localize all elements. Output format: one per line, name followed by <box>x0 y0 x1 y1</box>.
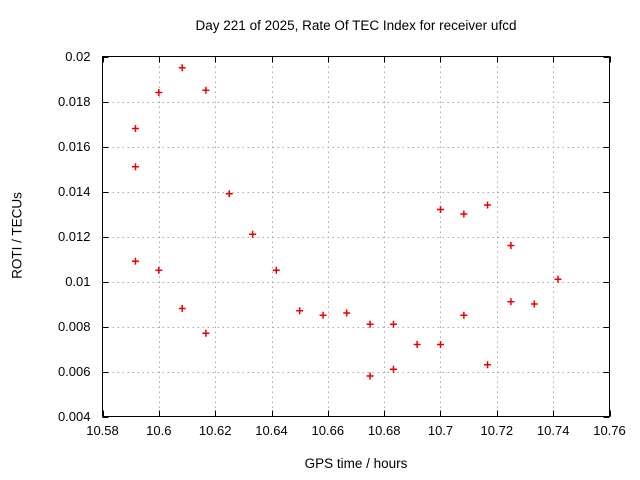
y-tick-label: 0.018 <box>58 94 91 109</box>
data-point-marker <box>155 89 163 96</box>
data-point-marker <box>507 242 515 249</box>
y-tick-labels: 0.004 0.006 0.008 0.01 0.012 0.014 0.016 0.018 0… <box>58 49 91 424</box>
data-point-marker <box>249 230 257 238</box>
data-point-marker <box>366 372 374 380</box>
data-point-marker <box>272 266 280 274</box>
data-point-marker <box>460 311 468 319</box>
data-point-marker <box>389 365 397 373</box>
data-point-marker <box>202 86 210 94</box>
data-point-marker <box>437 206 444 213</box>
x-tick-label: 10.58 <box>86 423 119 438</box>
data-point-marker <box>296 307 304 315</box>
data-point-marker <box>389 320 397 328</box>
y-tick-label: 0.016 <box>58 139 91 154</box>
data-point-marker <box>131 257 139 265</box>
x-axis-label: GPS time / hours <box>304 456 408 471</box>
data-point-marker <box>319 311 327 319</box>
y-tick-label: 0.006 <box>58 364 91 379</box>
x-tick-label: 10.64 <box>255 423 288 438</box>
data-point-marker <box>343 309 351 317</box>
data-points <box>131 64 562 380</box>
data-point-marker <box>460 210 468 218</box>
data-point-marker <box>484 361 492 369</box>
y-tick-label: 0.008 <box>58 319 91 334</box>
x-tick-labels: 10.58 10.6 10.62 10.64 10.66 10.68 10.7 10.72 10… <box>86 423 626 438</box>
data-point-marker <box>178 305 186 312</box>
data-point-marker <box>225 190 233 198</box>
y-tick-label: 0.014 <box>58 184 91 199</box>
x-tick-label: 10.74 <box>537 423 570 438</box>
x-tick-label: 10.66 <box>312 423 345 438</box>
chart-title: Day 221 of 2025, Rate Of TEC Index for r… <box>195 18 517 33</box>
data-point-marker <box>131 125 139 132</box>
plot-border <box>102 56 610 417</box>
y-tick-label: 0.004 <box>58 409 91 424</box>
data-point-marker <box>554 275 562 283</box>
x-tick-label: 10.72 <box>481 423 514 438</box>
x-tick-label: 10.68 <box>368 423 401 438</box>
data-point-marker <box>178 64 186 72</box>
grid-lines <box>102 56 610 417</box>
x-tick-label: 10.76 <box>593 423 626 438</box>
data-point-marker <box>507 298 515 306</box>
data-point-marker <box>413 341 421 348</box>
data-point-marker <box>131 163 139 171</box>
data-point-marker <box>202 329 210 337</box>
data-point-marker <box>155 266 163 274</box>
x-tick-label: 10.7 <box>428 423 453 438</box>
data-point-marker <box>437 341 444 348</box>
y-tick-label: 0.01 <box>65 274 90 289</box>
data-point-marker <box>366 320 374 328</box>
y-tick-label: 0.012 <box>58 229 91 244</box>
x-tick-label: 10.62 <box>199 423 232 438</box>
y-tick-label: 0.02 <box>65 49 90 64</box>
x-tick-label: 10.6 <box>146 423 171 438</box>
axis-ticks <box>102 56 611 418</box>
data-point-marker <box>530 300 538 308</box>
data-point-marker <box>484 201 492 209</box>
